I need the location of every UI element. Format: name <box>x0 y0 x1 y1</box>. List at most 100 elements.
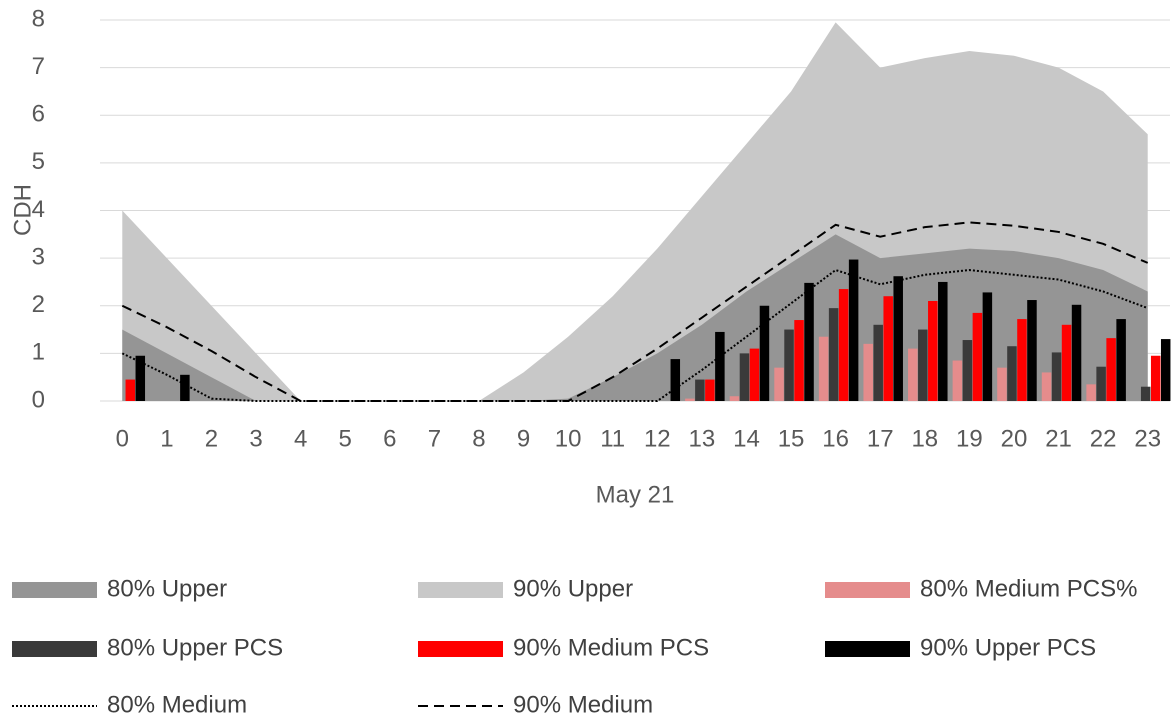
bar <box>1096 366 1106 401</box>
legend-swatch <box>825 641 910 657</box>
bar <box>1007 346 1017 401</box>
x-tick-label: 7 <box>428 425 441 452</box>
bar <box>1160 339 1171 401</box>
bar <box>883 296 893 401</box>
x-tick-label: 14 <box>733 425 760 452</box>
bar <box>749 348 760 401</box>
legend-label: 80% Upper PCS <box>107 634 283 661</box>
bar <box>794 320 804 401</box>
legend-label: 90% Upper PCS <box>920 634 1096 661</box>
bar <box>759 305 770 401</box>
bar <box>818 336 829 401</box>
bar <box>908 348 918 401</box>
bar <box>1150 355 1161 401</box>
bar <box>1106 338 1116 401</box>
y-tick-label: 5 <box>32 148 45 175</box>
bar <box>928 300 938 401</box>
x-tick-label: 22 <box>1090 425 1117 452</box>
bar <box>1071 304 1082 401</box>
x-tick-label: 21 <box>1045 425 1072 452</box>
x-tick-label: 11 <box>600 425 625 452</box>
bar <box>135 355 146 401</box>
legend-label: 80% Upper <box>107 575 227 602</box>
legend-swatch <box>12 641 97 657</box>
bar <box>1061 324 1072 401</box>
bar <box>972 312 983 401</box>
x-tick-label: 3 <box>249 425 262 452</box>
x-tick-label: 19 <box>956 425 983 452</box>
line <box>121 221 1149 402</box>
x-tick-label: 23 <box>1134 425 1161 452</box>
x-axis-label: May 21 <box>596 481 675 508</box>
x-tick-label: 4 <box>294 425 307 452</box>
x-tick-label: 1 <box>160 425 173 452</box>
bar <box>863 343 873 401</box>
grid <box>100 19 1170 402</box>
bar <box>739 353 750 401</box>
legend-label: 80% Medium PCS% <box>920 575 1137 602</box>
line <box>121 268 1149 402</box>
bar <box>1086 384 1096 401</box>
y-tick-label: 1 <box>32 339 45 366</box>
bar <box>1041 372 1052 401</box>
x-tick-label: 15 <box>778 425 805 452</box>
y-tick-label: 3 <box>32 243 45 270</box>
x-tick-label: 10 <box>555 425 582 452</box>
bar <box>685 398 695 401</box>
bar <box>1017 319 1027 401</box>
y-tick-label: 8 <box>32 5 45 32</box>
legend-label: 90% Medium <box>513 691 653 718</box>
bar <box>715 331 725 401</box>
x-tick-label: 18 <box>911 425 938 452</box>
bar <box>828 308 839 401</box>
lines <box>121 221 1149 402</box>
x-tick-label: 2 <box>205 425 218 452</box>
bar <box>962 340 973 401</box>
bar <box>938 281 948 401</box>
bar <box>848 259 859 401</box>
y-tick-label: 0 <box>32 386 45 413</box>
legend-swatch <box>12 582 97 598</box>
bar <box>1116 319 1126 401</box>
x-tick-label: 13 <box>689 425 716 452</box>
legend-label: 90% Upper <box>513 575 633 602</box>
y-tick-label: 7 <box>32 53 45 80</box>
bar <box>873 324 883 401</box>
x-tick-label: 17 <box>867 425 894 452</box>
bar <box>1027 300 1037 401</box>
x-tick-label: 8 <box>472 425 485 452</box>
bar <box>952 360 963 401</box>
bar <box>670 359 681 401</box>
legend-label: 90% Medium PCS <box>513 634 709 661</box>
x-tick-label: 9 <box>517 425 530 452</box>
bar <box>893 276 903 401</box>
x-tick-label: 6 <box>383 425 396 452</box>
bar <box>918 329 928 401</box>
x-tick-label: 5 <box>339 425 352 452</box>
bar <box>1051 352 1062 401</box>
x-tick-label: 16 <box>822 425 849 452</box>
bar <box>705 379 715 401</box>
x-tick-label: 20 <box>1001 425 1028 452</box>
bar <box>804 282 814 401</box>
bar <box>729 396 740 401</box>
legend-label: 80% Medium <box>107 691 247 718</box>
legend-swatch <box>418 641 503 657</box>
bars <box>125 259 1171 401</box>
bar <box>997 367 1007 401</box>
bar <box>774 367 784 401</box>
bar <box>838 289 849 401</box>
y-tick-label: 2 <box>32 291 45 318</box>
y-tick-label: 4 <box>32 196 45 223</box>
bar <box>1140 386 1151 401</box>
bar <box>695 379 705 401</box>
bar <box>180 374 190 401</box>
legend-swatch <box>825 582 910 598</box>
y-axis-label: CDH <box>9 184 36 236</box>
bar <box>125 379 136 401</box>
legend-swatch <box>418 582 503 598</box>
bar <box>982 292 993 401</box>
x-tick-label: 0 <box>116 425 129 452</box>
areas <box>122 22 1148 401</box>
